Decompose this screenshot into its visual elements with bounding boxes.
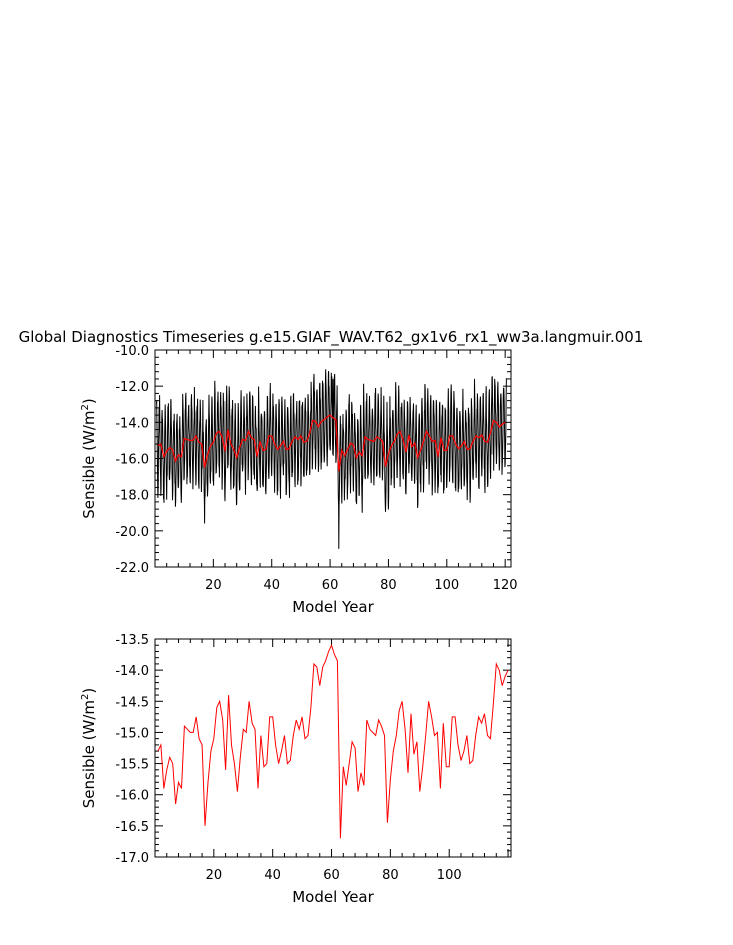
monthly-line — [156, 369, 507, 549]
y-axis-label: Sensible (W/m2) — [80, 398, 98, 519]
annual-mean-line — [157, 414, 506, 472]
y-tick-label: -14.0 — [115, 416, 149, 431]
y-tick-label: -17.0 — [115, 851, 149, 866]
x-tick-label: 40 — [263, 578, 280, 593]
y-tick-label: -10.0 — [115, 344, 149, 359]
y-tick-label: -16.0 — [115, 789, 149, 804]
figure-title: Global Diagnostics Timeseries g.e15.GIAF… — [19, 328, 644, 347]
x-tick-label: 80 — [382, 868, 399, 883]
plot-frame — [154, 638, 512, 858]
top-panel: -22.0 -20.0 -18.0 -16.0 -14.0 -12.0 -10.0 20 40 6… — [80, 344, 518, 616]
x-tick-label: 60 — [322, 578, 339, 593]
x-tick-label: 80 — [380, 578, 397, 593]
y-axis-label: Sensible (W/m2) — [80, 688, 98, 809]
x-tick-label: 120 — [493, 578, 518, 593]
y-tick-label: -15.5 — [115, 758, 149, 773]
y-tick-label: -15.0 — [115, 726, 149, 741]
y-tick-label: -20.0 — [115, 525, 149, 540]
bottom-panel: -17.0 -16.5 -16.0 -15.5 -15.0 -14.5 -14.0 -13.5… — [80, 633, 512, 906]
y-tick-label: -16.5 — [115, 820, 149, 835]
y-tick-label: -22.0 — [115, 561, 149, 576]
x-tick-label: 20 — [205, 578, 222, 593]
x-tick-label: 100 — [434, 578, 459, 593]
y-tick-label: -14.0 — [115, 664, 149, 679]
x-tick-label: 60 — [323, 868, 340, 883]
x-axis-label: Model Year — [292, 888, 374, 906]
x-tick-label: 40 — [264, 868, 281, 883]
y-tick-label: -12.0 — [115, 380, 149, 395]
x-axis-label: Model Year — [292, 598, 374, 616]
y-tick-label: -14.5 — [115, 695, 149, 710]
x-tick-label: 100 — [437, 868, 462, 883]
y-tick-label: -16.0 — [115, 453, 149, 468]
y-tick-label: -13.5 — [115, 633, 149, 648]
x-tick-label: 20 — [206, 868, 223, 883]
y-tick-label: -18.0 — [115, 489, 149, 504]
annual-mean-line — [157, 643, 509, 839]
